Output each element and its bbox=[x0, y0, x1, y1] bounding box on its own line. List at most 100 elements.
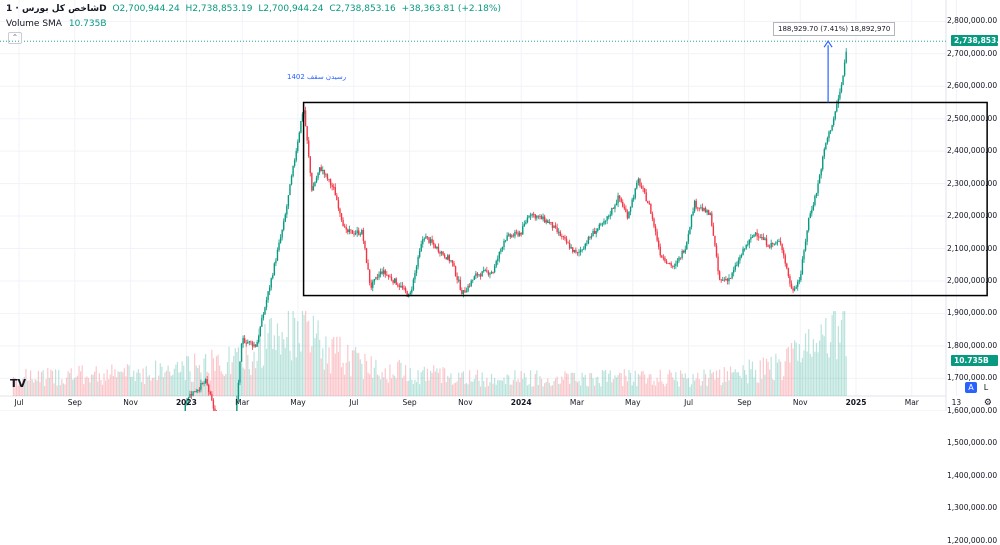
volume-bar bbox=[314, 338, 316, 396]
candle-body bbox=[804, 241, 807, 251]
candle-body bbox=[511, 235, 513, 238]
candle-body bbox=[504, 240, 507, 242]
candle-body bbox=[703, 208, 705, 211]
volume-bar bbox=[65, 377, 68, 396]
volume-bar bbox=[845, 356, 847, 396]
collapse-legend-chevron-icon[interactable]: ⌃ bbox=[8, 32, 22, 44]
volume-bar bbox=[622, 385, 624, 396]
volume-bar bbox=[306, 321, 308, 396]
volume-bar bbox=[64, 384, 66, 396]
volume-bar bbox=[414, 379, 416, 396]
volume-bar bbox=[369, 374, 371, 396]
tradingview-logo[interactable]: TV bbox=[10, 377, 27, 390]
volume-bar bbox=[529, 370, 532, 396]
candle-body bbox=[293, 160, 296, 166]
candle-body bbox=[815, 193, 818, 196]
candle-body bbox=[726, 278, 729, 282]
volume-bar bbox=[726, 371, 729, 396]
candle-body bbox=[626, 212, 629, 219]
candle-body bbox=[595, 230, 597, 234]
candle-body bbox=[445, 257, 447, 260]
volume-bar bbox=[229, 373, 232, 396]
volume-bar bbox=[570, 372, 572, 396]
candle-body bbox=[725, 278, 727, 280]
candle-body bbox=[743, 248, 746, 250]
candle-body bbox=[540, 215, 543, 220]
volume-bar bbox=[228, 346, 230, 396]
candlestick-chart[interactable] bbox=[0, 0, 1000, 411]
candle-body bbox=[765, 238, 768, 246]
candle-body bbox=[543, 216, 546, 223]
candle-body bbox=[629, 207, 632, 212]
candle-body bbox=[212, 400, 215, 409]
candle-body bbox=[423, 238, 426, 240]
candle-body bbox=[592, 231, 594, 237]
candle-body bbox=[481, 271, 483, 277]
candle-body bbox=[265, 299, 268, 308]
volume-bar bbox=[326, 363, 329, 396]
volume-bar bbox=[736, 372, 738, 396]
log-scale-button[interactable]: L bbox=[983, 383, 989, 392]
candle-body bbox=[800, 274, 802, 281]
volume-bar bbox=[478, 380, 480, 396]
candle-body bbox=[478, 274, 480, 276]
volume-bar bbox=[297, 321, 299, 396]
candle-body bbox=[636, 182, 638, 189]
volume-bar bbox=[61, 379, 63, 396]
candle-body bbox=[201, 383, 204, 384]
candle-body bbox=[484, 270, 486, 272]
candle-body bbox=[734, 265, 736, 270]
volume-bar bbox=[840, 319, 843, 396]
candle-body bbox=[211, 394, 213, 401]
candle-body bbox=[197, 389, 199, 392]
volume-bar bbox=[150, 380, 152, 396]
volume-bar bbox=[828, 357, 830, 396]
volume-bar bbox=[687, 377, 689, 396]
symbol-label[interactable]: شاخص کل بورس · 1D bbox=[6, 4, 107, 14]
volume-bar bbox=[567, 373, 569, 396]
candle-body bbox=[350, 229, 352, 231]
volume-bar bbox=[678, 386, 680, 396]
volume-bar bbox=[214, 370, 216, 396]
volume-bar bbox=[223, 375, 225, 396]
volume-bar bbox=[837, 326, 839, 396]
volume-bar bbox=[775, 353, 777, 396]
volume-bar bbox=[222, 374, 224, 396]
candle-body bbox=[311, 173, 313, 191]
volume-bar bbox=[72, 379, 74, 396]
volume-bar bbox=[709, 369, 711, 396]
volume-bar bbox=[595, 377, 597, 396]
candle-body bbox=[747, 244, 749, 246]
price-tick-label: 2,200,000.00 bbox=[947, 211, 998, 221]
candle-body bbox=[668, 263, 671, 265]
candle-body bbox=[214, 408, 216, 411]
volume-bar bbox=[267, 333, 269, 396]
volume-bar bbox=[494, 377, 496, 396]
price-tick-label: 1,900,000.00 bbox=[947, 308, 998, 318]
volume-bar bbox=[328, 347, 330, 396]
candle-body bbox=[472, 279, 474, 281]
volume-bar bbox=[211, 349, 213, 396]
candle-body bbox=[536, 215, 538, 219]
price-tick-label: 1,400,000.00 bbox=[947, 470, 998, 480]
candle-body bbox=[728, 278, 730, 282]
volume-bar bbox=[483, 381, 485, 396]
candle-body bbox=[375, 277, 377, 280]
candle-body bbox=[601, 223, 604, 225]
volume-bar bbox=[351, 350, 354, 396]
candle-body bbox=[575, 249, 577, 253]
volume-bar bbox=[545, 382, 547, 396]
candle-body bbox=[781, 243, 783, 251]
volume-bar bbox=[234, 348, 236, 396]
volume-bar bbox=[320, 358, 322, 396]
auto-scale-button[interactable]: A bbox=[965, 382, 977, 393]
settings-gear-icon[interactable]: ⚙ bbox=[983, 397, 992, 407]
volume-bar bbox=[520, 371, 522, 396]
volume-bar bbox=[184, 380, 186, 396]
candle-body bbox=[770, 243, 772, 248]
candle-body bbox=[811, 209, 813, 214]
volume-indicator-legend[interactable]: Volume SMA 10.735B bbox=[6, 19, 107, 29]
candle-body bbox=[792, 288, 794, 291]
candle-body bbox=[189, 394, 191, 398]
volume-bar bbox=[354, 347, 357, 396]
